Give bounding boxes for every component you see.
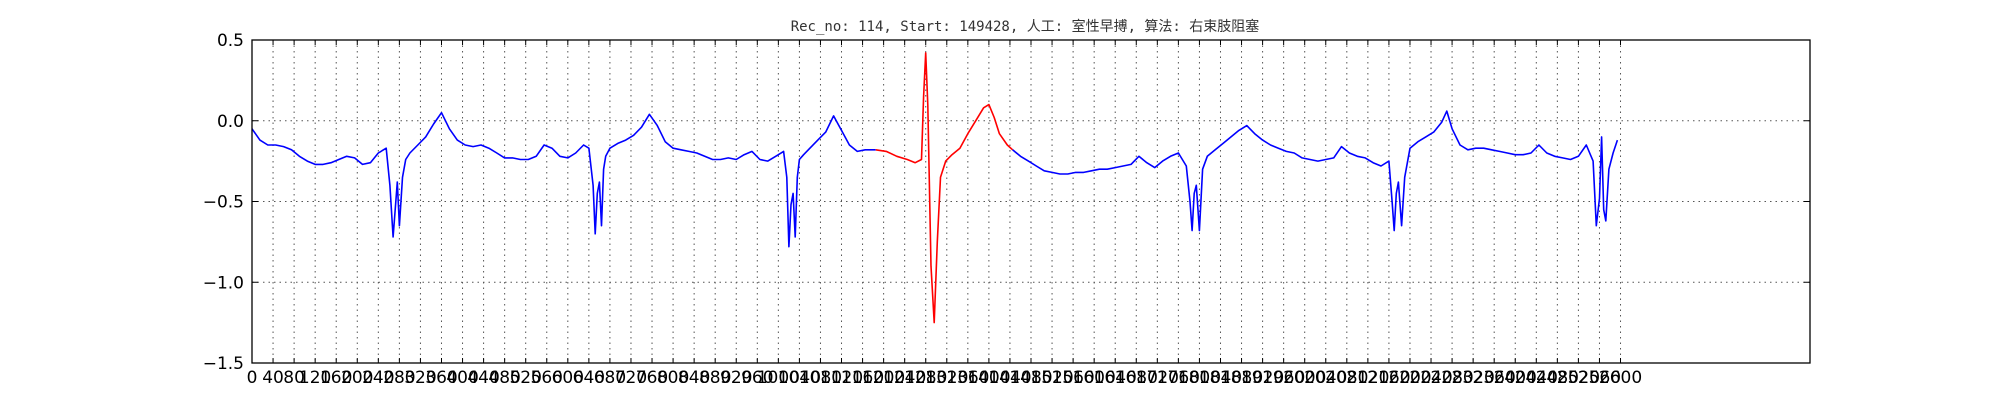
- x-tick-label: 1200: [862, 368, 905, 388]
- x-tick-label: 840: [678, 368, 710, 388]
- x-tick-label: 1080: [799, 368, 842, 388]
- x-tick-label: 2040: [1304, 368, 1347, 388]
- grid-lines: [251, 40, 1810, 363]
- x-tick-label: 2240: [1409, 368, 1452, 388]
- y-tick-label: 0.5: [217, 31, 244, 51]
- x-tick-label: 1480: [1009, 368, 1052, 388]
- x-tick-label: 1320: [925, 368, 968, 388]
- x-tick-label: 960: [741, 368, 773, 388]
- x-tick-label: 1880: [1220, 368, 1263, 388]
- x-tick-label: 1800: [1178, 368, 1221, 388]
- x-tick-label: 520: [509, 368, 541, 388]
- series-line-3: [1012, 110, 1619, 232]
- x-tick-label: 2200: [1388, 368, 1431, 388]
- x-tick-label: 2400: [1494, 368, 1537, 388]
- x-tick-label: 40: [262, 368, 284, 388]
- x-tick-label: 2440: [1515, 368, 1558, 388]
- x-tick-label: 1560: [1051, 368, 1094, 388]
- y-tick-label: −1.5: [203, 354, 244, 374]
- x-tick-label: 0: [247, 368, 258, 388]
- x-tick-label: 760: [636, 368, 668, 388]
- x-tick-label: 1360: [946, 368, 989, 388]
- x-tick-label: 1680: [1115, 368, 1158, 388]
- x-tick-label: 2280: [1430, 368, 1473, 388]
- x-tick-label: 1840: [1199, 368, 1242, 388]
- x-tick-label: 2160: [1367, 368, 1410, 388]
- x-tick-label: 720: [615, 368, 647, 388]
- series-line-2: [875, 52, 1014, 324]
- x-tick-label: 2520: [1557, 368, 1600, 388]
- y-axis-tick-labels: 0.5 0.0 −0.5 −1.0 −1.5: [203, 31, 244, 374]
- x-tick-label: 1600: [1073, 368, 1116, 388]
- x-tick-label: 120: [299, 368, 331, 388]
- x-tick-label: 1240: [883, 368, 926, 388]
- x-tick-label: 2120: [1346, 368, 1389, 388]
- x-tick-label: 2480: [1536, 368, 1579, 388]
- x-tick-label: 880: [699, 368, 731, 388]
- y-tick-label: −1.0: [203, 273, 244, 293]
- x-tick-label: 200: [341, 368, 373, 388]
- x-tick-label: 2360: [1473, 368, 1516, 388]
- x-tick-label: 2560: [1578, 368, 1621, 388]
- y-tick-label: −0.5: [203, 193, 244, 213]
- x-tick-label: 2600: [1599, 368, 1642, 388]
- x-tick-label: 80: [283, 368, 305, 388]
- x-tick-label: 240: [362, 368, 394, 388]
- x-tick-label: 1960: [1262, 368, 1305, 388]
- x-tick-label: 1280: [904, 368, 947, 388]
- series-line-1: [251, 111, 876, 248]
- y-tick-label: 0.0: [217, 112, 244, 132]
- x-tick-label: 360: [425, 368, 457, 388]
- x-tick-label: 2080: [1325, 368, 1368, 388]
- x-tick-label: 1000: [757, 368, 800, 388]
- x-tick-label: 1160: [841, 368, 884, 388]
- x-tick-label: 1760: [1157, 368, 1200, 388]
- series-layer: [251, 52, 1619, 324]
- x-tick-label: 560: [531, 368, 563, 388]
- x-tick-label: 640: [573, 368, 605, 388]
- x-tick-label: 1920: [1241, 368, 1284, 388]
- x-tick-label: 800: [657, 368, 689, 388]
- x-tick-label: 1640: [1094, 368, 1137, 388]
- x-tick-label: 160: [320, 368, 352, 388]
- x-tick-label: 280: [383, 368, 415, 388]
- x-tick-label: 680: [594, 368, 626, 388]
- x-tick-label: 2000: [1283, 368, 1326, 388]
- x-axis-tick-labels: 0 40 8012016020024028032036040044048052056…: [247, 368, 1643, 388]
- chart-title: Rec_no: 114, Start: 149428, 人工: 室性早搏, 算法…: [791, 18, 1260, 35]
- plot-frame: [251, 39, 1811, 364]
- x-tick-label: 1400: [967, 368, 1010, 388]
- x-tick-label: 920: [720, 368, 752, 388]
- x-tick-label: 440: [467, 368, 499, 388]
- x-tick-label: 2320: [1452, 368, 1495, 388]
- x-tick-label: 320: [404, 368, 436, 388]
- x-tick-label: 400: [446, 368, 478, 388]
- x-tick-label: 1440: [988, 368, 1031, 388]
- x-tick-label: 480: [488, 368, 520, 388]
- tick-marks: [251, 39, 1810, 364]
- x-tick-label: 1520: [1030, 368, 1073, 388]
- x-tick-label: 600: [552, 368, 584, 388]
- x-tick-label: 1720: [1136, 368, 1179, 388]
- x-tick-label: 1040: [778, 368, 821, 388]
- x-tick-label: 1120: [820, 368, 863, 388]
